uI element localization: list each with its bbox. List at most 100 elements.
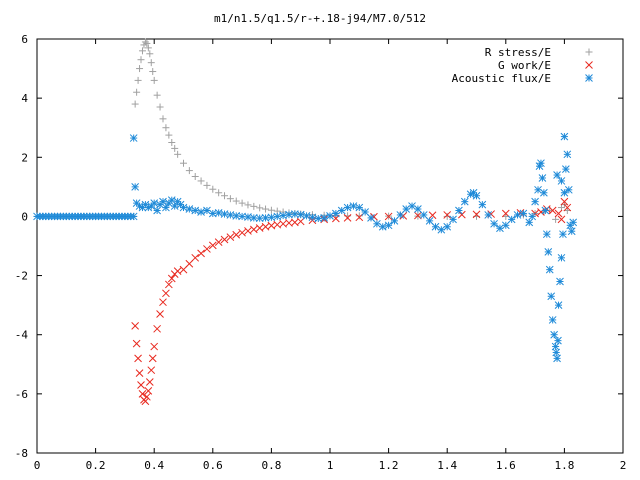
x-tick-label: 0.2: [86, 459, 106, 472]
data-point: [232, 230, 241, 239]
data-point: [550, 330, 558, 339]
data-point: [560, 188, 569, 197]
data-point: [472, 191, 481, 200]
data-point: [396, 211, 405, 219]
data-point: [428, 211, 437, 220]
legend-label: G work/E: [498, 59, 551, 72]
data-point: [308, 213, 317, 222]
legend-marker: [585, 74, 593, 82]
data-point: [203, 206, 211, 215]
data-point: [337, 206, 346, 215]
data-point: [562, 165, 570, 173]
data-point: [528, 212, 537, 221]
y-tick-label: -6: [15, 388, 28, 401]
data-point: [563, 203, 572, 212]
data-point: [472, 210, 481, 219]
data-point: [249, 225, 258, 234]
data-point: [367, 214, 375, 222]
data-point: [544, 248, 553, 256]
data-point: [179, 265, 188, 274]
data-point: [484, 211, 493, 219]
data-point: [203, 181, 211, 189]
data-point: [538, 174, 547, 182]
x-tick-label: 0.6: [203, 459, 223, 472]
data-point: [148, 354, 157, 363]
data-point: [560, 132, 569, 141]
y-tick-label: 0: [21, 210, 28, 223]
data-point: [214, 238, 223, 247]
data-point: [150, 342, 159, 351]
data-point: [131, 183, 140, 191]
data-point: [548, 316, 557, 324]
data-point: [557, 177, 566, 185]
data-point: [143, 392, 151, 401]
data-point: [343, 203, 352, 212]
x-tick-label: 0.8: [261, 459, 281, 472]
data-point: [559, 230, 567, 239]
data-point: [557, 215, 566, 224]
data-point: [390, 217, 399, 225]
data-point: [141, 38, 149, 46]
data-point: [191, 173, 199, 181]
x-tick-label: 0.4: [144, 459, 164, 472]
data-point: [326, 211, 334, 220]
y-tick-label: -4: [15, 329, 29, 342]
data-point: [203, 245, 211, 253]
data-point: [540, 188, 548, 197]
data-point: [140, 41, 148, 49]
data-point: [355, 212, 363, 220]
data-point: [262, 205, 270, 213]
data-point: [542, 230, 551, 239]
data-point: [378, 222, 387, 231]
data-point: [131, 100, 139, 108]
data-point: [355, 203, 364, 212]
data-point: [487, 210, 496, 218]
data-point: [134, 354, 142, 363]
x-tick-label: 1.2: [379, 459, 399, 472]
data-point: [159, 298, 167, 307]
data-point: [143, 39, 151, 47]
data-point: [414, 205, 422, 213]
data-point: [244, 201, 252, 209]
data-point: [137, 56, 145, 64]
data-point: [221, 192, 229, 200]
data-point: [267, 206, 275, 214]
x-tick-label: 1.8: [554, 459, 574, 472]
data-point: [171, 144, 179, 152]
data-point: [548, 206, 557, 215]
data-point: [134, 76, 142, 84]
data-point: [150, 199, 159, 207]
data-point: [261, 222, 270, 231]
data-point: [191, 206, 200, 215]
data-point: [249, 214, 258, 222]
data-point: [147, 366, 156, 375]
data-point: [255, 214, 264, 223]
data-point: [501, 209, 510, 218]
data-point: [238, 199, 246, 207]
data-point: [159, 115, 167, 123]
data-point: [478, 200, 487, 209]
data-point: [320, 214, 328, 222]
series-2: [33, 132, 578, 363]
data-point: [302, 211, 311, 220]
data-point: [501, 221, 510, 230]
data-point: [137, 381, 145, 389]
data-point: [384, 212, 393, 221]
data-point: [138, 390, 147, 398]
data-point: [162, 124, 170, 132]
legend-marker: [585, 61, 593, 69]
data-point: [173, 267, 182, 275]
data-point: [132, 339, 141, 348]
data-point: [159, 197, 167, 206]
data-point: [553, 354, 561, 363]
data-point: [146, 50, 154, 58]
series-1: [131, 197, 572, 406]
data-point: [349, 202, 358, 210]
data-point: [431, 222, 440, 231]
data-point: [144, 44, 152, 52]
data-point: [250, 202, 258, 210]
data-point: [560, 197, 569, 206]
data-point: [185, 259, 194, 268]
data-point: [179, 203, 188, 212]
